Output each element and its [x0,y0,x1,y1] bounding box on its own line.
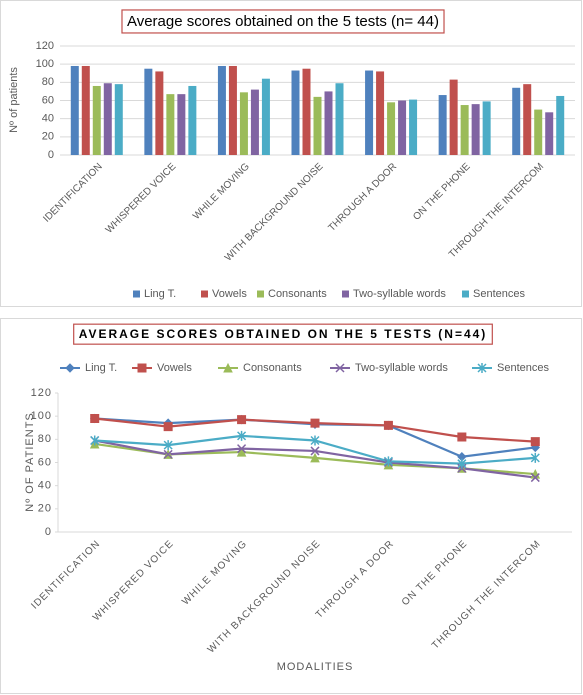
bar [387,102,396,155]
marker [530,473,540,483]
bar [70,65,79,155]
legend-label: Vowels [157,362,192,374]
bar [376,71,385,155]
bar [155,71,164,155]
bar [545,112,554,155]
y-tick-label: 0 [48,149,54,161]
chart-title: AVERAGE SCORES OBTAINED ON THE 5 TESTS (… [79,327,488,341]
bar [556,95,565,155]
y-tick-label: 60 [42,94,54,106]
legend-swatch [133,290,140,298]
legend-label: Sentences [473,288,525,300]
bar [449,79,458,155]
bar [409,99,418,155]
y-tick-label: 120 [36,40,54,52]
legend-label: Two-syllable words [355,362,448,374]
bar [335,83,344,155]
bar [302,68,311,155]
y-tick-label: 100 [36,58,54,70]
bar [460,105,469,155]
marker [237,444,247,454]
legend-label: Ling T. [144,288,176,300]
bar [81,65,90,155]
bar [92,85,101,155]
marker [90,413,100,423]
bar [291,70,300,155]
x-axis-title: MODALITIES [277,661,354,673]
y-tick-label: 100 [31,410,52,422]
bar [261,78,270,155]
marker [457,432,467,442]
y-tick-label: 40 [38,480,52,492]
marker [65,363,75,373]
marker [310,418,320,428]
marker [90,435,100,446]
marker [310,446,320,456]
chart-frame [0,318,582,694]
bar [313,96,322,155]
legend-label: Ling T. [85,362,117,374]
bar [512,87,521,155]
bar [177,94,186,155]
marker [477,363,487,373]
marker [310,452,320,463]
bar [188,85,197,155]
y-tick-label: 60 [38,456,52,468]
bar [471,104,480,155]
bar [398,100,407,155]
y-tick-label: 120 [31,387,52,399]
bar [523,84,532,155]
bar [144,68,153,155]
marker [530,437,540,447]
y-axis-title: Nº OF PATIENTS [24,412,36,512]
bar [217,65,226,155]
marker [383,456,393,467]
bar [534,109,543,155]
marker [237,415,247,425]
legend-swatch [342,290,349,298]
y-tick-label: 80 [38,433,52,445]
legend-swatch [201,290,208,298]
bar [250,89,259,155]
marker [335,363,345,373]
marker [383,420,393,430]
bar [324,91,333,155]
legend-label: Consonants [243,362,302,374]
marker [163,422,173,432]
marker [163,440,173,451]
bar [228,65,237,155]
legend-swatch [257,290,264,298]
marker [457,458,467,469]
title-box [121,9,445,34]
y-tick-label: 20 [38,503,52,515]
y-tick-label: 0 [45,526,52,538]
legend-swatch [462,290,469,298]
title-box [73,323,493,345]
marker [530,452,540,463]
bar [482,101,491,155]
bar [114,84,123,155]
y-axis-title: Nº of patients [8,67,20,133]
marker [163,449,173,459]
y-tick-label: 40 [42,113,54,125]
marker [137,363,147,373]
legend-label: Sentences [497,362,549,374]
y-tick-label: 20 [42,131,54,143]
marker [223,362,233,373]
legend-label: Consonants [268,288,327,300]
legend-label: Two-syllable words [353,288,446,300]
marker [236,446,247,457]
bar [166,94,175,155]
y-tick-label: 80 [42,76,54,88]
bar [365,70,374,155]
bar [239,92,248,155]
chart-title: Average scores obtained on the 5 tests (… [127,13,439,30]
legend-label: Vowels [212,288,247,300]
marker [237,430,247,441]
bar [103,83,112,155]
bar [438,95,447,155]
marker [310,435,320,446]
